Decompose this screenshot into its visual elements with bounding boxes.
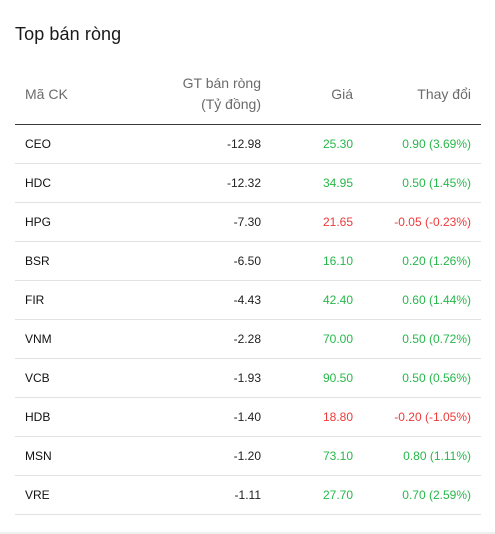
table-row[interactable]: CEO -12.98 25.30 0.90 (3.69%) xyxy=(15,124,481,164)
price-cell: 90.50 xyxy=(271,358,363,398)
price-cell: 42.40 xyxy=(271,280,363,320)
net-sell-value-cell: -6.50 xyxy=(135,241,271,281)
header-net-sell-value: GT bán ròng (Tỷ đồng) xyxy=(135,64,271,125)
net-sell-value-cell: -1.40 xyxy=(135,397,271,437)
price-cell: 70.00 xyxy=(271,319,363,359)
change-cell: 0.50 (0.56%) xyxy=(363,358,481,398)
symbol-cell[interactable]: HPG xyxy=(15,202,135,242)
net-sell-value-cell: -4.43 xyxy=(135,280,271,320)
change-cell: 0.70 (2.59%) xyxy=(363,475,481,515)
price-cell: 27.70 xyxy=(271,475,363,515)
change-cell: 0.50 (1.45%) xyxy=(363,163,481,203)
price-cell: 73.10 xyxy=(271,436,363,476)
symbol-cell[interactable]: VCB xyxy=(15,358,135,398)
table-row[interactable]: HDC -12.32 34.95 0.50 (1.45%) xyxy=(15,163,481,203)
table-row[interactable]: HDB -1.40 18.80 -0.20 (-1.05%) xyxy=(15,397,481,437)
change-cell: -0.20 (-1.05%) xyxy=(363,397,481,437)
header-price: Giá xyxy=(271,64,363,125)
price-cell: 16.10 xyxy=(271,241,363,281)
symbol-cell[interactable]: FIR xyxy=(15,280,135,320)
net-sell-value-cell: -12.32 xyxy=(135,163,271,203)
symbol-cell[interactable]: VNM xyxy=(15,319,135,359)
net-sell-table: Mã CK GT bán ròng (Tỷ đồng) Giá Thay đổi… xyxy=(15,64,481,515)
table-row[interactable]: FIR -4.43 42.40 0.60 (1.44%) xyxy=(15,280,481,320)
change-cell: 0.50 (0.72%) xyxy=(363,319,481,359)
net-sell-value-cell: -2.28 xyxy=(135,319,271,359)
price-cell: 25.30 xyxy=(271,124,363,164)
header-change: Thay đổi xyxy=(363,64,481,125)
symbol-cell[interactable]: CEO xyxy=(15,124,135,164)
net-sell-value-cell: -1.11 xyxy=(135,475,271,515)
net-sell-value-cell: -1.20 xyxy=(135,436,271,476)
net-sell-value-cell: -7.30 xyxy=(135,202,271,242)
table-row[interactable]: VRE -1.11 27.70 0.70 (2.59%) xyxy=(15,475,481,515)
symbol-cell[interactable]: BSR xyxy=(15,241,135,281)
net-sell-value-cell: -1.93 xyxy=(135,358,271,398)
price-cell: 34.95 xyxy=(271,163,363,203)
table-row[interactable]: HPG -7.30 21.65 -0.05 (-0.23%) xyxy=(15,202,481,242)
table-header-row: Mã CK GT bán ròng (Tỷ đồng) Giá Thay đổi xyxy=(15,64,481,125)
symbol-cell[interactable]: MSN xyxy=(15,436,135,476)
table-row[interactable]: MSN -1.20 73.10 0.80 (1.11%) xyxy=(15,436,481,476)
symbol-cell[interactable]: HDB xyxy=(15,397,135,437)
price-cell: 21.65 xyxy=(271,202,363,242)
change-cell: 0.20 (1.26%) xyxy=(363,241,481,281)
header-value-line1: GT bán ròng xyxy=(182,75,261,91)
change-cell: 0.90 (3.69%) xyxy=(363,124,481,164)
table-row[interactable]: VCB -1.93 90.50 0.50 (0.56%) xyxy=(15,358,481,398)
table-row[interactable]: VNM -2.28 70.00 0.50 (0.72%) xyxy=(15,319,481,359)
price-cell: 18.80 xyxy=(271,397,363,437)
change-cell: 0.60 (1.44%) xyxy=(363,280,481,320)
card-title: Top bán ròng xyxy=(15,24,122,44)
symbol-cell[interactable]: VRE xyxy=(15,475,135,515)
card-bottom-divider xyxy=(0,532,495,534)
table-row[interactable]: BSR -6.50 16.10 0.20 (1.26%) xyxy=(15,241,481,281)
symbol-cell[interactable]: HDC xyxy=(15,163,135,203)
header-symbol: Mã CK xyxy=(15,64,135,125)
net-sell-value-cell: -12.98 xyxy=(135,124,271,164)
change-cell: 0.80 (1.11%) xyxy=(363,436,481,476)
change-cell: -0.05 (-0.23%) xyxy=(363,202,481,242)
header-value-line2: (Tỷ đồng) xyxy=(201,96,261,112)
